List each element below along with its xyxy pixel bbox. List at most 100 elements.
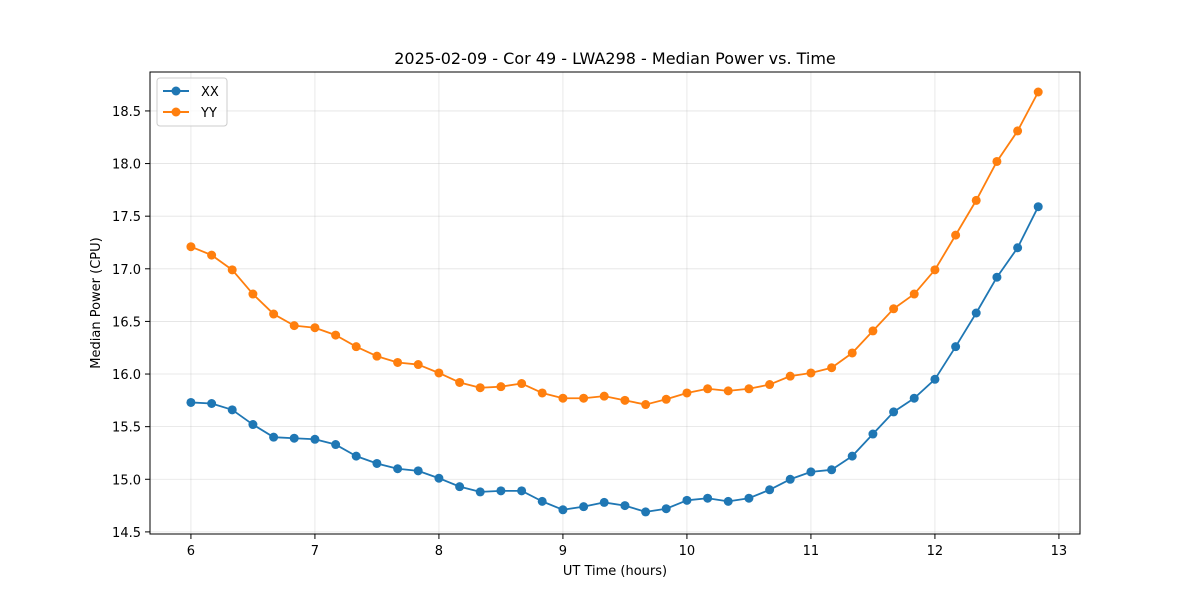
axis-ticks: 6 7 8 9 10 11 12 13 14.5 15.0 15.5 16.0 16.5 17.0 17.5…	[112, 105, 1067, 559]
y-tick-label: 14.5	[112, 526, 141, 541]
series-yy-point	[620, 395, 630, 405]
x-tick-label: 9	[559, 544, 567, 559]
series-yy-point	[806, 368, 816, 378]
series-yy-point	[723, 386, 733, 396]
series-xx-point	[496, 486, 506, 496]
series-xx-point	[723, 496, 733, 506]
series-yy-point	[661, 394, 671, 404]
series-yy-point	[351, 342, 361, 352]
series-xx-point	[951, 342, 961, 352]
series-xx-point	[992, 272, 1002, 282]
series-xx-point	[289, 433, 299, 443]
x-tick-label: 8	[435, 544, 443, 559]
series-xx-point	[269, 432, 279, 442]
series-yy-point	[331, 330, 341, 340]
series-xx-point	[475, 487, 485, 497]
legend-yy-marker	[171, 107, 181, 117]
series-xx-point	[310, 434, 320, 444]
series-xx-point	[1013, 243, 1023, 253]
x-axis-title: UT Time (hours)	[563, 564, 667, 579]
x-tick-label: 12	[927, 544, 944, 559]
y-tick-label: 16.0	[112, 368, 141, 383]
series-xx-point	[765, 485, 775, 495]
series-layer	[186, 87, 1043, 517]
series-xx-point	[971, 308, 981, 318]
series-yy-point	[310, 323, 320, 333]
series-xx-point	[868, 429, 878, 439]
series-xx-point	[930, 374, 940, 384]
series-xx-point	[455, 482, 465, 492]
series-yy-point	[889, 304, 899, 314]
series-xx-point	[682, 495, 692, 505]
series-yy-point	[517, 379, 527, 389]
series-yy-point	[413, 360, 423, 370]
grid	[150, 72, 1080, 534]
series-xx-point	[248, 420, 258, 430]
series-xx-point	[827, 465, 837, 475]
series-yy-point	[537, 388, 547, 398]
series-yy-point	[393, 357, 403, 367]
series-yy-point	[827, 363, 837, 373]
y-tick-label: 18.0	[112, 158, 141, 173]
series-yy-point	[868, 326, 878, 336]
series-yy-point	[579, 393, 589, 403]
series-xx-point	[351, 451, 361, 461]
series-xx-point	[889, 407, 899, 417]
x-tick-label: 13	[1051, 544, 1068, 559]
y-tick-label: 18.5	[112, 105, 141, 120]
y-tick-label: 15.5	[112, 421, 141, 436]
plot-frame	[149, 71, 1081, 535]
y-tick-label: 16.5	[112, 315, 141, 330]
series-xx-point	[331, 440, 341, 450]
series-xx-point	[207, 399, 217, 408]
series-yy-point	[269, 309, 279, 319]
series-yy-point	[930, 265, 940, 275]
legend: XX YY	[156, 77, 228, 127]
series-yy-point	[682, 388, 692, 398]
legend-xx-marker	[171, 86, 181, 96]
x-tick-label: 11	[803, 544, 820, 559]
series-xx-point	[785, 474, 795, 484]
series-xx-point	[372, 458, 382, 468]
series-yy-point	[641, 400, 651, 410]
series-yy-point	[455, 377, 465, 387]
legend-xx-label: XX	[201, 85, 219, 100]
series-xx-point	[413, 466, 423, 476]
series-xx-point	[227, 405, 237, 415]
series-yy-point	[475, 383, 485, 393]
legend-yy-label: YY	[200, 106, 217, 121]
series-xx-point	[599, 497, 609, 507]
series-yy-point	[186, 242, 196, 252]
series-yy-point	[992, 156, 1002, 166]
x-tick-label: 6	[187, 544, 195, 559]
series-yy-point	[703, 384, 713, 394]
series-yy-point	[785, 371, 795, 381]
y-tick-label: 17.5	[112, 210, 141, 225]
series-xx-point	[393, 464, 403, 474]
series-yy-point	[248, 289, 258, 299]
series-yy-point	[599, 391, 609, 401]
x-tick-label: 10	[679, 544, 696, 559]
chart-title: 2025-02-09 - Cor 49 - LWA298 - Median Po…	[394, 49, 836, 68]
series-xx-point	[620, 501, 630, 511]
series-yy-point	[227, 265, 237, 275]
series-yy-point	[847, 348, 857, 358]
series-xx-point	[558, 505, 568, 515]
series-yy-point	[744, 384, 754, 394]
series-xx-point	[806, 467, 816, 477]
series-yy-point	[765, 380, 775, 390]
series-yy-point	[496, 382, 506, 392]
series-xx-point	[1033, 202, 1043, 212]
series-yy-point	[372, 351, 382, 361]
series-xx-point	[641, 507, 651, 517]
series-xx-point	[517, 486, 527, 496]
series-xx-point	[661, 504, 671, 514]
x-tick-label: 7	[311, 544, 319, 559]
series-yy-point	[434, 368, 444, 378]
series-xx-point	[434, 473, 444, 483]
series-xx-point	[579, 502, 589, 512]
series-xx-point	[186, 397, 196, 407]
series-xx-point	[847, 451, 857, 461]
series-xx-point	[744, 493, 754, 503]
series-xx-point	[703, 493, 713, 503]
